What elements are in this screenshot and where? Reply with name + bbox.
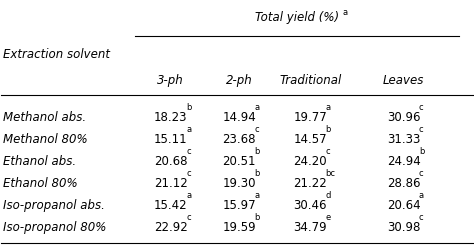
Text: 30.46: 30.46 bbox=[293, 199, 327, 212]
Text: 18.23: 18.23 bbox=[154, 111, 188, 124]
Text: 3-ph: 3-ph bbox=[157, 74, 184, 87]
Text: c: c bbox=[419, 169, 424, 178]
Text: a: a bbox=[255, 191, 260, 200]
Text: a: a bbox=[186, 191, 191, 200]
Text: 22.92: 22.92 bbox=[154, 221, 188, 234]
Text: 19.30: 19.30 bbox=[223, 177, 256, 190]
Text: c: c bbox=[419, 213, 424, 222]
Text: 24.20: 24.20 bbox=[293, 155, 327, 168]
Text: b: b bbox=[186, 103, 191, 112]
Text: 31.33: 31.33 bbox=[387, 133, 420, 146]
Text: Ethanol 80%: Ethanol 80% bbox=[3, 177, 78, 190]
Text: 2-ph: 2-ph bbox=[226, 74, 253, 87]
Text: 15.97: 15.97 bbox=[223, 199, 256, 212]
Text: b: b bbox=[255, 213, 260, 222]
Text: Ethanol abs.: Ethanol abs. bbox=[3, 155, 76, 168]
Text: c: c bbox=[255, 125, 259, 134]
Text: 21.12: 21.12 bbox=[154, 177, 188, 190]
Text: bc: bc bbox=[326, 169, 336, 178]
Text: 15.11: 15.11 bbox=[154, 133, 188, 146]
Text: Iso-propanol abs.: Iso-propanol abs. bbox=[3, 199, 105, 212]
Text: 20.64: 20.64 bbox=[387, 199, 420, 212]
Text: b: b bbox=[326, 125, 331, 134]
Text: 21.22: 21.22 bbox=[293, 177, 327, 190]
Text: c: c bbox=[186, 147, 191, 156]
Text: c: c bbox=[186, 169, 191, 178]
Text: b: b bbox=[255, 147, 260, 156]
Text: c: c bbox=[326, 147, 330, 156]
Text: 24.94: 24.94 bbox=[387, 155, 420, 168]
Text: Extraction solvent: Extraction solvent bbox=[3, 48, 110, 61]
Text: Iso-propanol 80%: Iso-propanol 80% bbox=[3, 221, 107, 234]
Text: 19.59: 19.59 bbox=[223, 221, 256, 234]
Text: 19.77: 19.77 bbox=[293, 111, 327, 124]
Text: b: b bbox=[419, 147, 424, 156]
Text: 28.86: 28.86 bbox=[387, 177, 420, 190]
Text: 14.57: 14.57 bbox=[293, 133, 327, 146]
Text: Methanol 80%: Methanol 80% bbox=[3, 133, 88, 146]
Text: 30.96: 30.96 bbox=[387, 111, 420, 124]
Text: c: c bbox=[186, 213, 191, 222]
Text: 14.94: 14.94 bbox=[222, 111, 256, 124]
Text: 20.68: 20.68 bbox=[154, 155, 188, 168]
Text: a: a bbox=[186, 125, 191, 134]
Text: 20.51: 20.51 bbox=[223, 155, 256, 168]
Text: Methanol abs.: Methanol abs. bbox=[3, 111, 86, 124]
Text: a: a bbox=[326, 103, 331, 112]
Text: a: a bbox=[419, 191, 424, 200]
Text: e: e bbox=[326, 213, 331, 222]
Text: 15.42: 15.42 bbox=[154, 199, 188, 212]
Text: 30.98: 30.98 bbox=[387, 221, 420, 234]
Text: a: a bbox=[255, 103, 260, 112]
Text: d: d bbox=[326, 191, 331, 200]
Text: a: a bbox=[342, 8, 347, 17]
Text: 23.68: 23.68 bbox=[223, 133, 256, 146]
Text: Traditional: Traditional bbox=[279, 74, 341, 87]
Text: Leaves: Leaves bbox=[383, 74, 424, 87]
Text: b: b bbox=[255, 169, 260, 178]
Text: Total yield (%): Total yield (%) bbox=[255, 11, 339, 23]
Text: c: c bbox=[419, 125, 424, 134]
Text: c: c bbox=[419, 103, 424, 112]
Text: 34.79: 34.79 bbox=[293, 221, 327, 234]
